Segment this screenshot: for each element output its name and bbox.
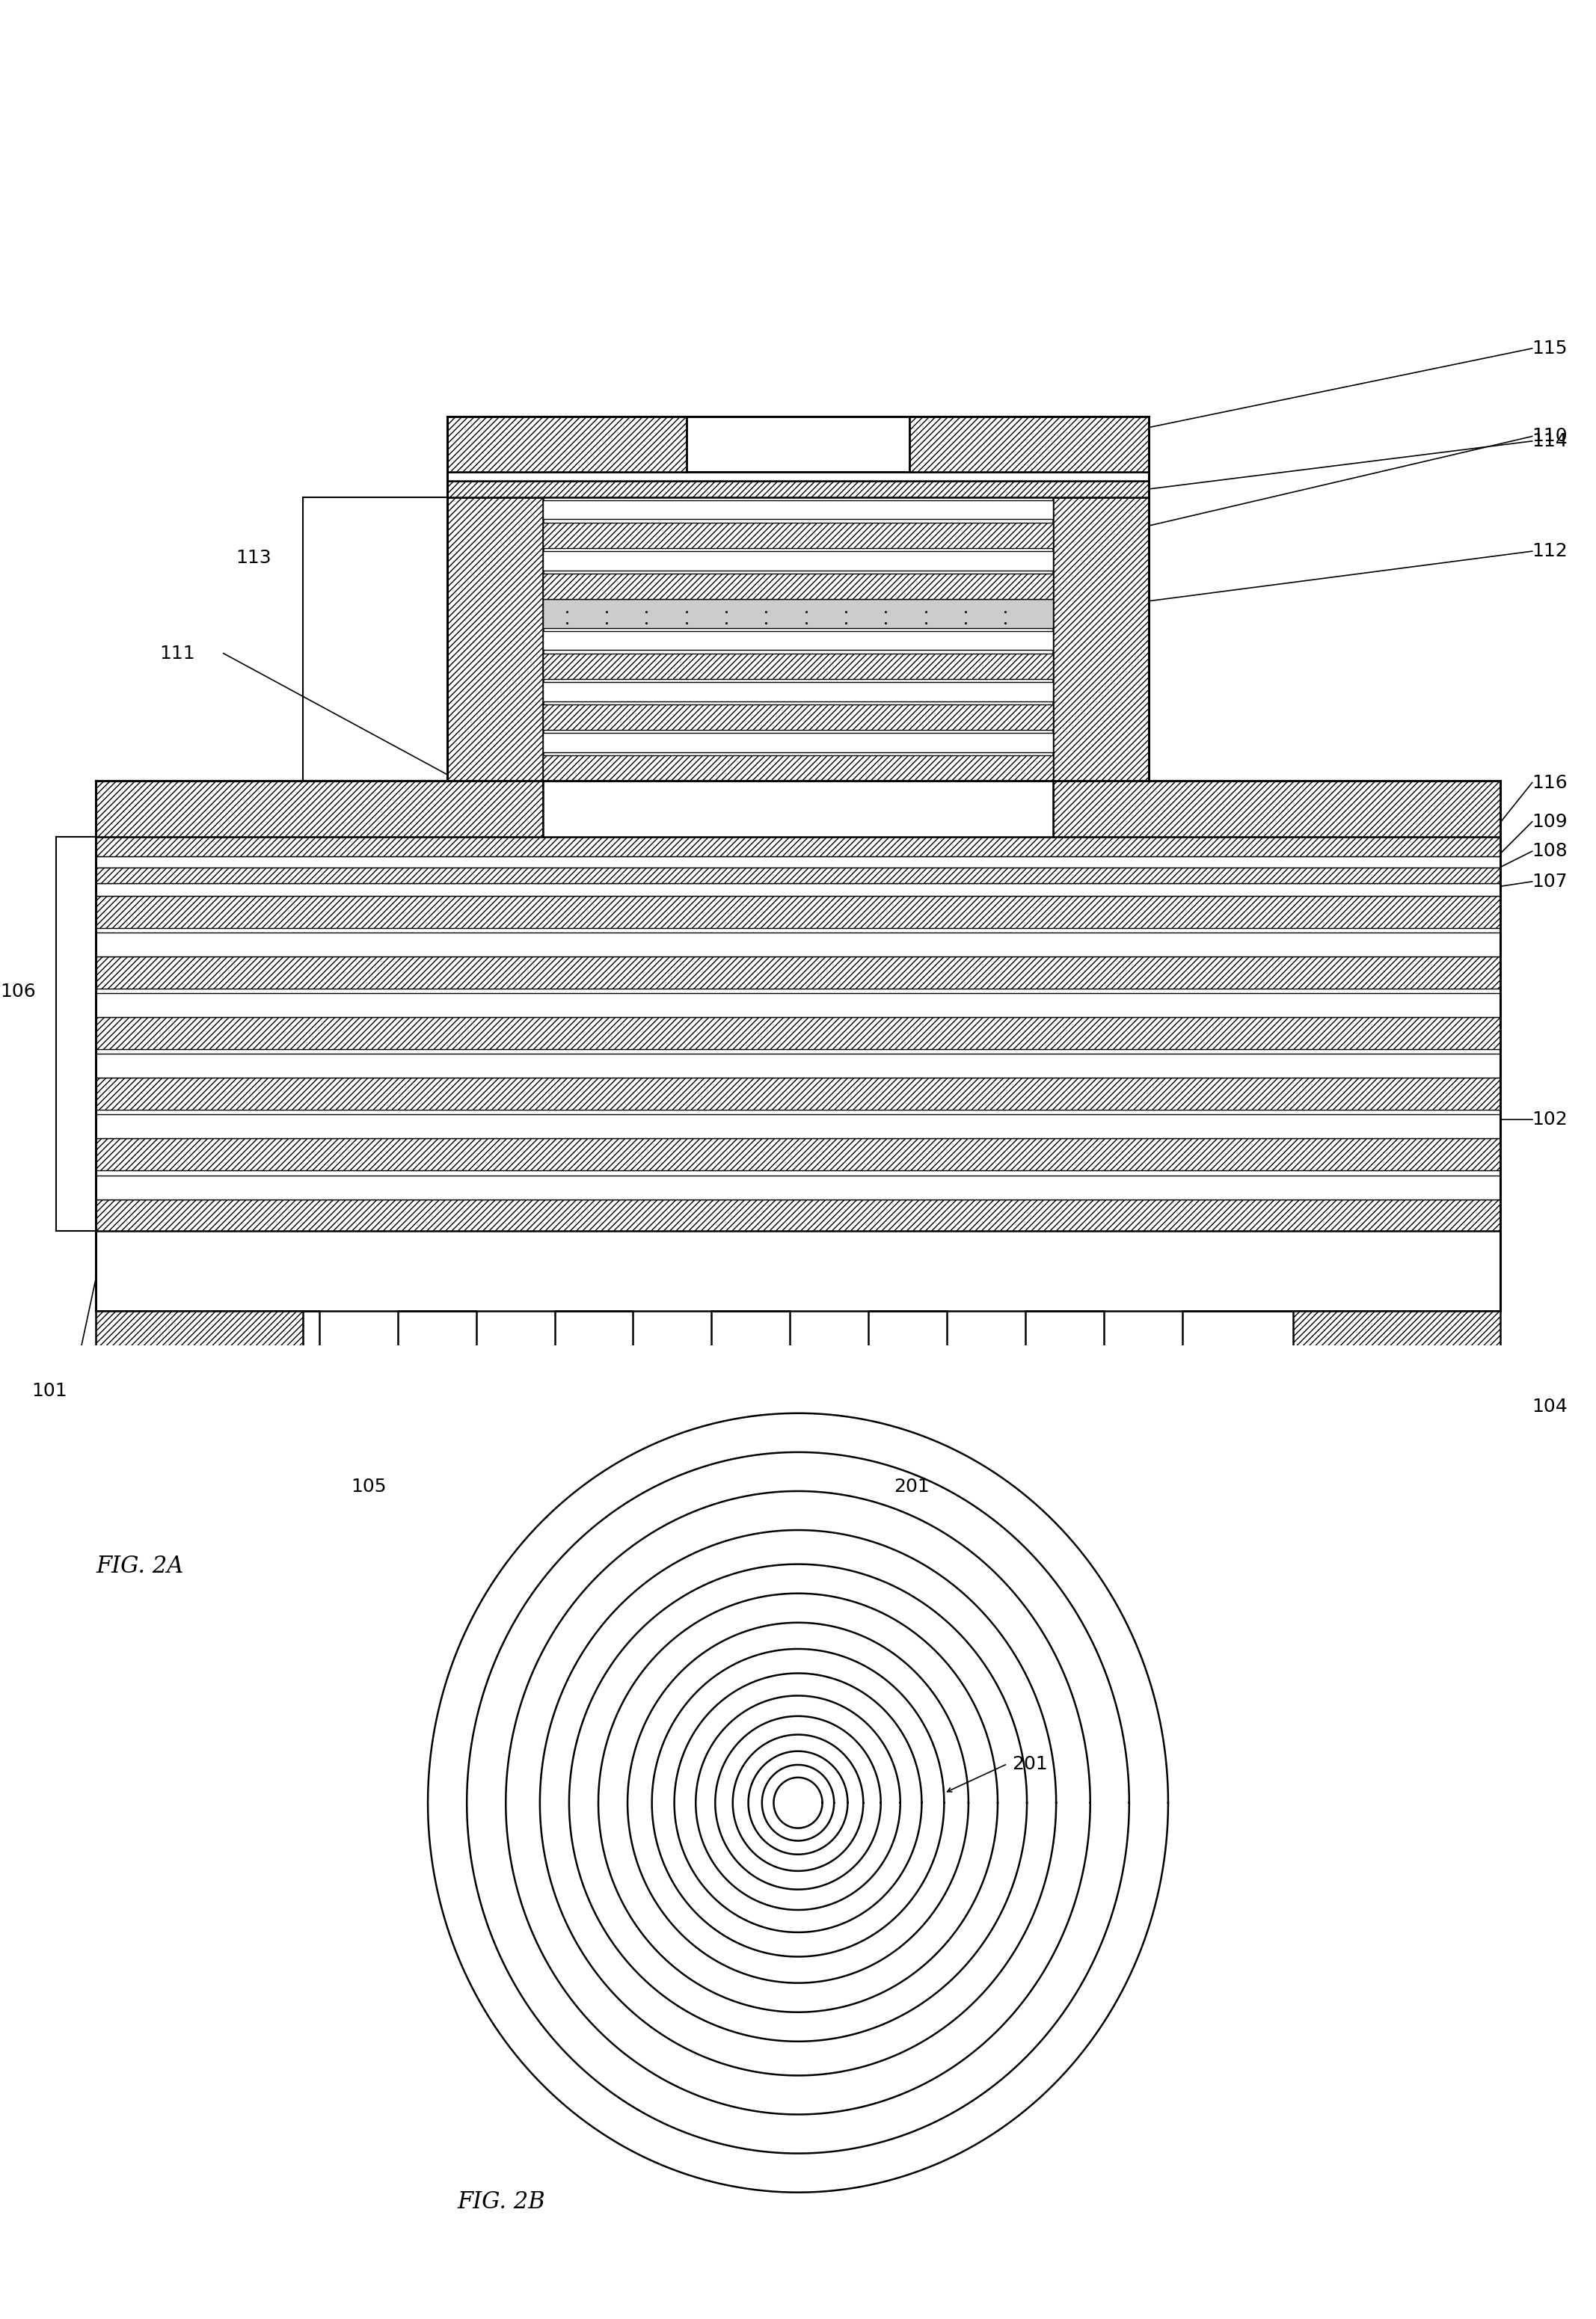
Bar: [96, 993, 1500, 1018]
Text: 114: 114: [1532, 431, 1567, 450]
Bar: [96, 1115, 1500, 1139]
Bar: [96, 856, 1500, 867]
Bar: [543, 654, 1053, 679]
Text: 115: 115: [1532, 339, 1567, 357]
Text: 107: 107: [1532, 872, 1567, 890]
Text: FIG. 2A: FIG. 2A: [96, 1554, 184, 1577]
Bar: [543, 733, 1053, 751]
Bar: [96, 955, 1500, 988]
Bar: [96, 837, 1500, 856]
Bar: [96, 782, 543, 837]
Bar: [96, 895, 1500, 928]
Text: 110: 110: [1532, 427, 1567, 445]
Bar: [1293, 1310, 1500, 1415]
Text: 102: 102: [1532, 1111, 1567, 1129]
Bar: [447, 496, 543, 782]
Text: 108: 108: [1532, 842, 1567, 860]
Bar: [96, 1310, 303, 1415]
Bar: [96, 1231, 1500, 1310]
Bar: [543, 631, 1053, 649]
Bar: [543, 756, 1053, 782]
Bar: [96, 867, 1500, 884]
Bar: [1053, 496, 1149, 782]
Bar: [96, 1199, 1500, 1231]
Bar: [447, 415, 686, 473]
Bar: [96, 884, 1500, 895]
Text: 201: 201: [1012, 1755, 1049, 1772]
Bar: [1053, 782, 1500, 837]
Bar: [543, 782, 1053, 837]
Bar: [96, 1018, 1500, 1048]
Bar: [96, 1176, 1500, 1199]
Text: 101: 101: [32, 1382, 67, 1401]
Text: 201: 201: [894, 1477, 929, 1496]
Text: 105: 105: [351, 1477, 386, 1496]
Bar: [447, 480, 1149, 496]
Text: 112: 112: [1532, 543, 1567, 561]
Text: 106: 106: [0, 983, 35, 1002]
Bar: [543, 501, 1053, 519]
Text: 113: 113: [236, 550, 271, 566]
Bar: [543, 598, 1053, 628]
Bar: [543, 573, 1053, 598]
Bar: [96, 932, 1500, 955]
Bar: [96, 1078, 1500, 1111]
Text: FIG. 2B: FIG. 2B: [456, 2191, 546, 2215]
Bar: [910, 415, 1149, 473]
Bar: [96, 1053, 1500, 1078]
Text: 116: 116: [1532, 775, 1567, 791]
Text: 111: 111: [160, 645, 195, 663]
Text: 104: 104: [1532, 1398, 1567, 1415]
Bar: [447, 473, 1149, 480]
Bar: [543, 682, 1053, 700]
Text: 109: 109: [1532, 812, 1567, 830]
Bar: [543, 552, 1053, 570]
Bar: [543, 705, 1053, 730]
Bar: [543, 522, 1053, 547]
Bar: [96, 1139, 1500, 1171]
